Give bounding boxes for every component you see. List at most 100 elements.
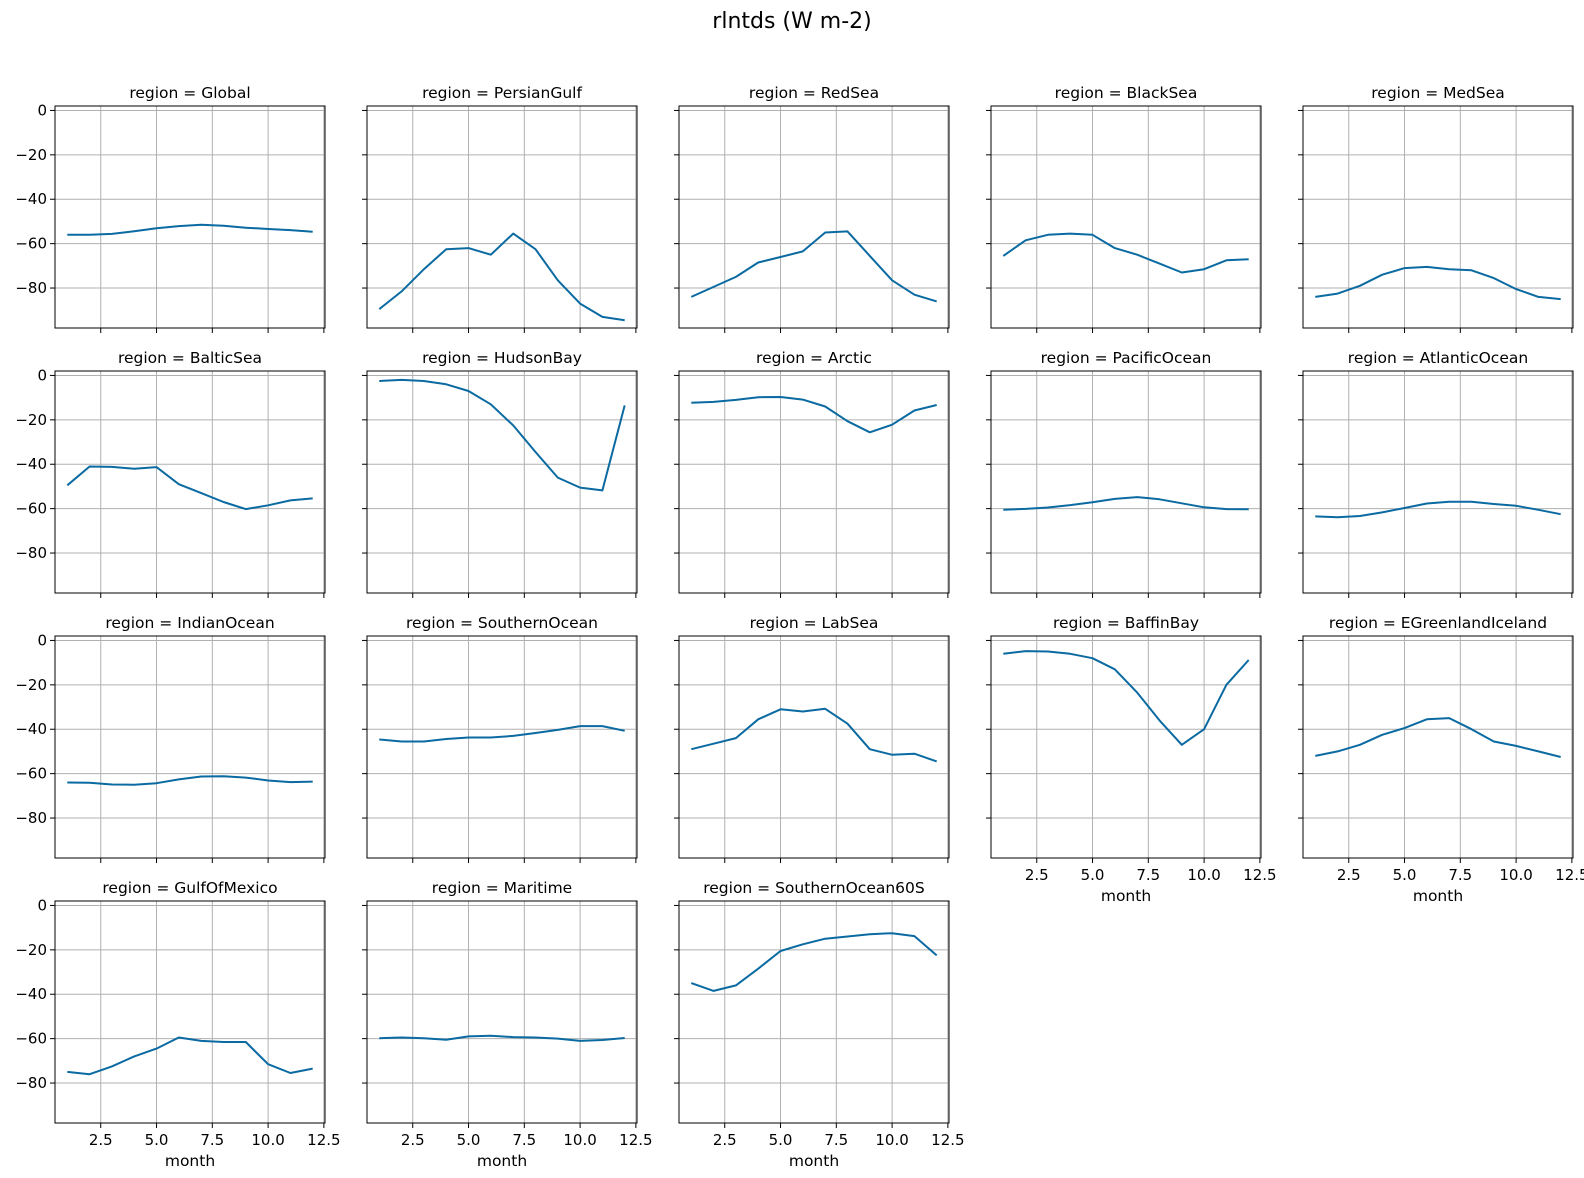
x-tick-label: 12.5 (307, 1131, 340, 1149)
series-line (1315, 265, 1561, 301)
panel-maritime: 2.5 5.0 7.5 10.0 12.5 month region = Maritime (362, 879, 653, 1170)
y-tick-label: −40 (15, 190, 47, 208)
axes-frame (54, 370, 326, 594)
y-tick-label: −40 (15, 455, 47, 473)
series-line (1315, 717, 1561, 758)
series-line (1003, 650, 1250, 746)
series-line (691, 707, 938, 763)
y-tick-label: −60 (15, 1030, 47, 1048)
x-tick-label: 10.0 (875, 1131, 908, 1149)
series-line (67, 223, 313, 236)
y-tick-label: −20 (15, 676, 47, 694)
y-tick-label: −60 (15, 500, 47, 518)
panel-global: 0 −20 −40 −60 −80 region = Global (15, 84, 326, 333)
x-axis-label: month (1101, 887, 1151, 905)
x-tick-label: 2.5 (1025, 866, 1049, 884)
x-tick-label: 7.5 (200, 1131, 224, 1149)
y-tick-label: −40 (15, 720, 47, 738)
y-tick-label: −60 (15, 765, 47, 783)
x-tick-label: 2.5 (1337, 866, 1361, 884)
x-tick-label: 12.5 (1243, 866, 1276, 884)
y-tick-label: −60 (15, 235, 47, 253)
panel-title: region = IndianOcean (105, 614, 274, 632)
panels-grid: 0 −20 −40 −60 −80 region = Global region = Per… (15, 84, 1584, 1170)
series-line (1315, 500, 1561, 519)
panel-atlanticocean: region = AtlanticOcean (1298, 349, 1574, 598)
panel-title: region = Global (129, 84, 250, 102)
panel-labsea: region = LabSea (674, 614, 950, 863)
panel-title: region = PacificOcean (1041, 349, 1212, 367)
x-tick-label: 12.5 (931, 1131, 964, 1149)
series-line (1003, 496, 1249, 511)
y-tick-label: 0 (37, 896, 47, 914)
y-tick-label: 0 (37, 101, 47, 119)
x-tick-label: 12.5 (1555, 866, 1584, 884)
axes-frame (54, 105, 326, 329)
panel-title: region = BalticSea (118, 349, 262, 367)
x-axis-label: month (165, 1152, 215, 1170)
y-tick-label: 0 (37, 631, 47, 649)
y-tick-label: −20 (15, 411, 47, 429)
x-tick-label: 10.0 (1187, 866, 1220, 884)
axes-frame (366, 900, 638, 1124)
x-tick-label: 2.5 (89, 1131, 113, 1149)
panel-blacksea: region = BlackSea (986, 84, 1262, 333)
panel-title: region = AtlanticOcean (1348, 349, 1528, 367)
x-tick-label: 7.5 (512, 1131, 536, 1149)
panel-gulfofmexico: 0 −20 −40 −60 −80 2.5 5.0 7.5 10.0 12.5 month regio… (15, 879, 340, 1170)
panel-title: region = HudsonBay (422, 349, 582, 367)
panel-pacificocean: region = PacificOcean (986, 349, 1262, 598)
series-line (67, 775, 313, 786)
series-line (690, 230, 937, 303)
x-tick-label: 7.5 (1136, 866, 1160, 884)
series-line (690, 932, 938, 992)
panel-indianocean: 0 −20 −40 −60 −80 region = IndianOcean (15, 614, 326, 863)
axes-frame (990, 105, 1262, 329)
x-tick-label: 12.5 (619, 1131, 652, 1149)
x-tick-label: 10.0 (251, 1131, 284, 1149)
panel-title: region = GulfOfMexico (102, 879, 277, 897)
y-tick-label: −20 (15, 146, 47, 164)
panel-balticsea: 0 −20 −40 −60 −80 region = BalticSea (15, 349, 326, 598)
axes-frame (678, 635, 950, 859)
axes-frame (678, 370, 950, 594)
series-line (379, 725, 625, 743)
axes-frame (1302, 105, 1574, 329)
x-tick-label: 5.0 (1393, 866, 1417, 884)
x-tick-label: 7.5 (824, 1131, 848, 1149)
panel-southernocean: region = SouthernOcean (362, 614, 638, 863)
panel-title: region = EGreenlandIceland (1329, 614, 1547, 632)
x-tick-label: 2.5 (713, 1131, 737, 1149)
axes-frame (1302, 370, 1574, 594)
panel-title: region = MedSea (1371, 84, 1504, 102)
panel-title: region = Arctic (756, 349, 872, 367)
y-tick-label: −40 (15, 985, 47, 1003)
x-tick-label: 10.0 (1499, 866, 1532, 884)
series-line (691, 396, 937, 434)
series-line (66, 465, 313, 511)
y-tick-label: −80 (15, 544, 47, 562)
x-axis-label: month (1413, 887, 1463, 905)
axes-frame (678, 105, 950, 329)
axes-frame (366, 105, 638, 329)
series-line (1002, 232, 1249, 274)
x-tick-label: 5.0 (1081, 866, 1105, 884)
series-line (379, 1034, 625, 1042)
axes-frame (54, 635, 326, 859)
panel-baffinbay: 2.5 5.0 7.5 10.0 12.5 month region = BaffinBay (986, 614, 1277, 905)
y-tick-label: −80 (15, 809, 47, 827)
panel-title: region = BlackSea (1055, 84, 1198, 102)
x-tick-label: 2.5 (401, 1131, 425, 1149)
y-tick-label: −80 (15, 279, 47, 297)
axes-frame (1302, 635, 1574, 859)
axes-frame (54, 900, 326, 1124)
panel-title: region = RedSea (749, 84, 879, 102)
axes-frame (366, 635, 638, 859)
y-tick-label: 0 (37, 366, 47, 384)
panel-egreenlandiceland: 2.5 5.0 7.5 10.0 12.5 month region = EGreenlan… (1298, 614, 1584, 905)
y-tick-label: −80 (15, 1074, 47, 1092)
panel-title: region = SouthernOcean (406, 614, 598, 632)
panel-persiangulf: region = PersianGulf (362, 84, 638, 333)
panel-medsea: region = MedSea (1298, 84, 1574, 333)
